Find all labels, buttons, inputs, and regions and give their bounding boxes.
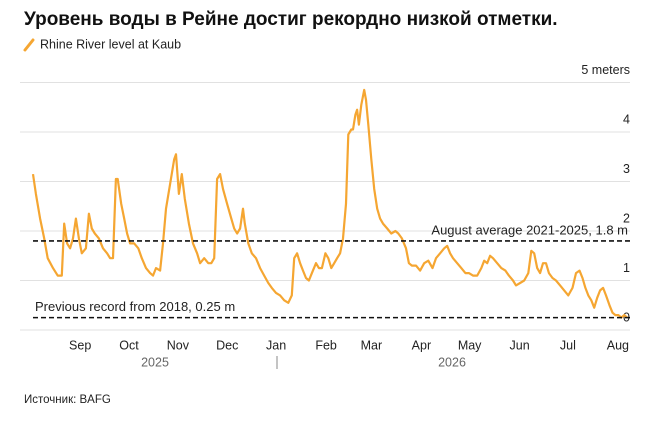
year-label: 2025 bbox=[141, 355, 169, 369]
y-tick-label: 1 bbox=[623, 261, 630, 275]
x-tick-label: Aug bbox=[607, 338, 629, 352]
x-tick-label: Mar bbox=[361, 338, 383, 352]
x-tick-label: Dec bbox=[216, 338, 238, 352]
y-tick-label: 2 bbox=[623, 211, 630, 225]
year-label: 2026 bbox=[438, 355, 466, 369]
x-tick-label: Oct bbox=[119, 338, 139, 352]
y-tick-label: 4 bbox=[623, 112, 630, 126]
legend-label: Rhine River level at Kaub bbox=[40, 37, 181, 51]
x-tick-label: Jul bbox=[560, 338, 576, 352]
x-tick-label: Feb bbox=[315, 338, 337, 352]
data-line bbox=[31, 88, 628, 319]
x-tick-label: Jun bbox=[510, 338, 530, 352]
x-tick-label: Apr bbox=[412, 338, 431, 352]
legend-swatch bbox=[23, 38, 35, 52]
y-tick-label: 5 meters bbox=[581, 63, 630, 77]
x-tick-label: Sep bbox=[69, 338, 91, 352]
y-tick-label: 3 bbox=[623, 162, 630, 176]
reference-label: Previous record from 2018, 0.25 m bbox=[35, 299, 235, 314]
reference-label: August average 2021-2025, 1.8 m bbox=[431, 222, 628, 237]
source: Источник: BAFG bbox=[24, 394, 111, 406]
x-tick-label: May bbox=[458, 338, 482, 352]
x-tick-label: Nov bbox=[167, 338, 190, 352]
x-tick-label: Jan bbox=[266, 338, 286, 352]
chart-title: Уровень воды в Рейне достиг рекордно низ… bbox=[24, 9, 558, 30]
